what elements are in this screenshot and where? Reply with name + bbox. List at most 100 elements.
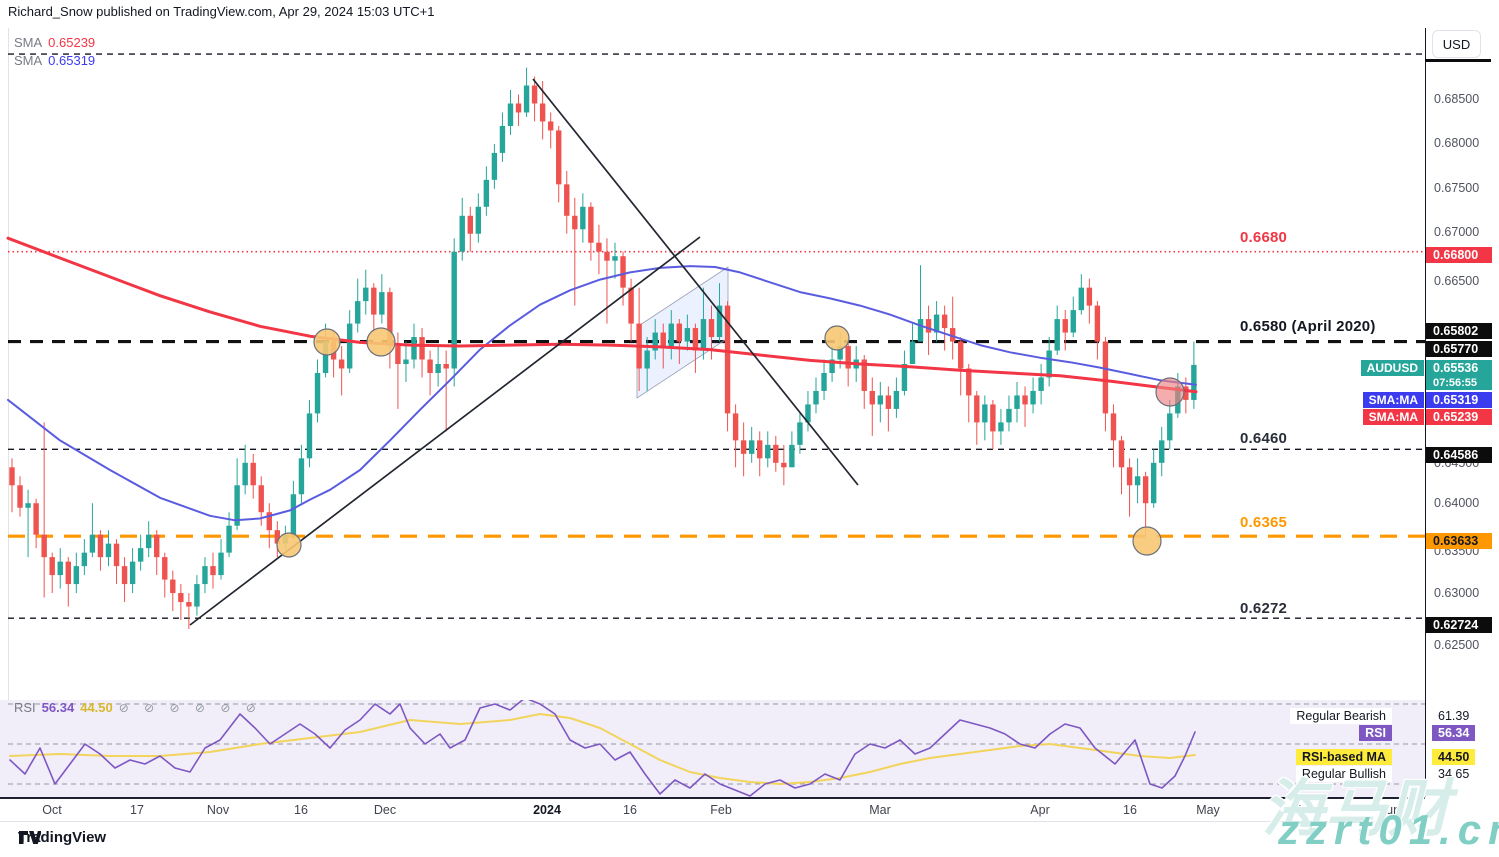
candle-body [97, 534, 104, 558]
candle-body [588, 206, 594, 243]
candle-body [355, 301, 361, 324]
candle-body [186, 602, 192, 607]
pink-marker-circle[interactable] [1155, 377, 1185, 407]
candle-body [363, 287, 369, 302]
candle-body [821, 372, 827, 391]
trendline[interactable] [532, 78, 859, 486]
price-axis[interactable]: 0.68500 0.68000 0.67500 0.67000 0.66500 0.645… [1425, 28, 1499, 797]
attribution-bar[interactable]: TradingView [18, 829, 106, 846]
currency-toggle-button[interactable]: USD [1432, 30, 1481, 58]
candle-body [1062, 319, 1068, 333]
candle-body [25, 503, 31, 508]
time-tick: 16 [623, 803, 637, 817]
candle-body [1167, 413, 1173, 441]
price-tick: 0.68500 [1434, 92, 1480, 106]
axis-top-line [1425, 59, 1491, 62]
candle-body [580, 206, 586, 230]
main-chart-canvas[interactable] [0, 28, 1425, 700]
legend-rsi-value: 56.34 [41, 700, 75, 715]
price-badge: 0.65770 [1426, 341, 1492, 357]
candle-body [105, 543, 112, 558]
series-tag-smama: SMA:MA [1362, 392, 1424, 408]
candle-body [523, 85, 530, 113]
tradingview-logo-icon [19, 831, 41, 844]
price-level-label: 0.6272 [1240, 600, 1288, 617]
candle-body [1014, 395, 1020, 409]
candle-body [692, 328, 699, 351]
orange-marker-circle[interactable] [313, 328, 341, 356]
rsi-line[interactable] [9, 700, 1196, 797]
price-badge: 0.66800 [1426, 247, 1492, 263]
orange-marker-circle[interactable] [276, 532, 302, 558]
rsi-row-label: Regular Bullish [1295, 766, 1392, 782]
price-tick: 0.63000 [1434, 586, 1480, 600]
candle-body [556, 130, 562, 185]
candle-body [1183, 386, 1189, 400]
candle-body [499, 125, 506, 153]
orange-marker-circle[interactable] [1132, 526, 1162, 556]
time-tick: 17 [130, 803, 144, 817]
candle-body [933, 314, 940, 333]
time-tick: May [1196, 803, 1220, 817]
candle-body [797, 422, 803, 445]
price-badge: 0.65319 [1426, 392, 1492, 408]
candle-body [564, 184, 570, 216]
trendline[interactable] [189, 236, 701, 626]
candle-body [491, 152, 498, 180]
rsi-pane-canvas[interactable] [0, 700, 1425, 797]
candle-body [81, 552, 88, 567]
price-badge: 0.65536 [1426, 360, 1492, 376]
time-tick: Nov [206, 803, 230, 817]
candle-body [145, 534, 152, 549]
time-tick: 2024 [533, 803, 561, 817]
candle-body [998, 422, 1004, 432]
price-tick: 0.64000 [1434, 496, 1480, 510]
candle-body [845, 346, 851, 369]
time-axis[interactable]: Oct 17 Nov 16 Dec 2024 16 Feb Mar Apr 16 May 16 Jun [0, 797, 1425, 822]
candle-body [740, 440, 747, 454]
candle-body [395, 346, 401, 364]
candle-body [748, 440, 755, 454]
candle-body [700, 319, 707, 351]
candle-body [684, 328, 691, 342]
orange-marker-circle[interactable] [366, 327, 396, 357]
time-tick: Mar [869, 803, 891, 817]
candle-body [757, 440, 763, 459]
candle-body [451, 251, 457, 369]
time-tick: Feb [710, 803, 732, 817]
candle-body [925, 319, 932, 333]
candle-body [202, 566, 208, 585]
candle-body [322, 341, 329, 373]
candle-body [483, 179, 490, 207]
candle-body [73, 566, 80, 585]
candle-body [1191, 364, 1197, 400]
legend-sma-fast[interactable]: SMA 0.65319 [14, 53, 95, 68]
price-badge: 07:56:55 [1426, 376, 1492, 390]
legend-sma-slow[interactable]: SMA 0.65239 [14, 35, 95, 50]
hidden-plots-icons[interactable]: ⊘ ⊘ ⊘ ⊘ ⊘ ⊘ [118, 700, 262, 715]
price-badge: 0.64586 [1426, 447, 1492, 463]
candle-body [805, 404, 811, 423]
legend-rsi[interactable]: RSI 56.34 44.50 ⊘ ⊘ ⊘ ⊘ ⊘ ⊘ [14, 700, 262, 715]
candle-body [266, 512, 272, 531]
publish-header: Richard_Snow published on TradingView.co… [8, 4, 435, 19]
orange-marker-circle[interactable] [824, 325, 850, 351]
candle-body [1142, 476, 1149, 504]
bear-flag-channel[interactable] [636, 266, 729, 399]
sma-50-line[interactable] [7, 265, 1197, 522]
candle-body [1030, 390, 1036, 405]
time-tick: 16 [1288, 803, 1302, 817]
candle-body [129, 561, 136, 585]
candle-body [941, 314, 948, 329]
watermark-cn: 海马财经 [1262, 775, 1452, 844]
candle-body [403, 359, 409, 364]
time-tick: Oct [42, 803, 62, 817]
candle-body [869, 390, 875, 405]
rsi-row-label: Regular Bearish [1290, 708, 1392, 724]
candle-body [154, 534, 160, 558]
candle-body [33, 503, 39, 535]
candle-body [628, 287, 634, 324]
sma-200-line[interactable] [6, 236, 1198, 394]
price-badge: 0.62724 [1426, 617, 1492, 633]
candle-body [49, 557, 55, 576]
